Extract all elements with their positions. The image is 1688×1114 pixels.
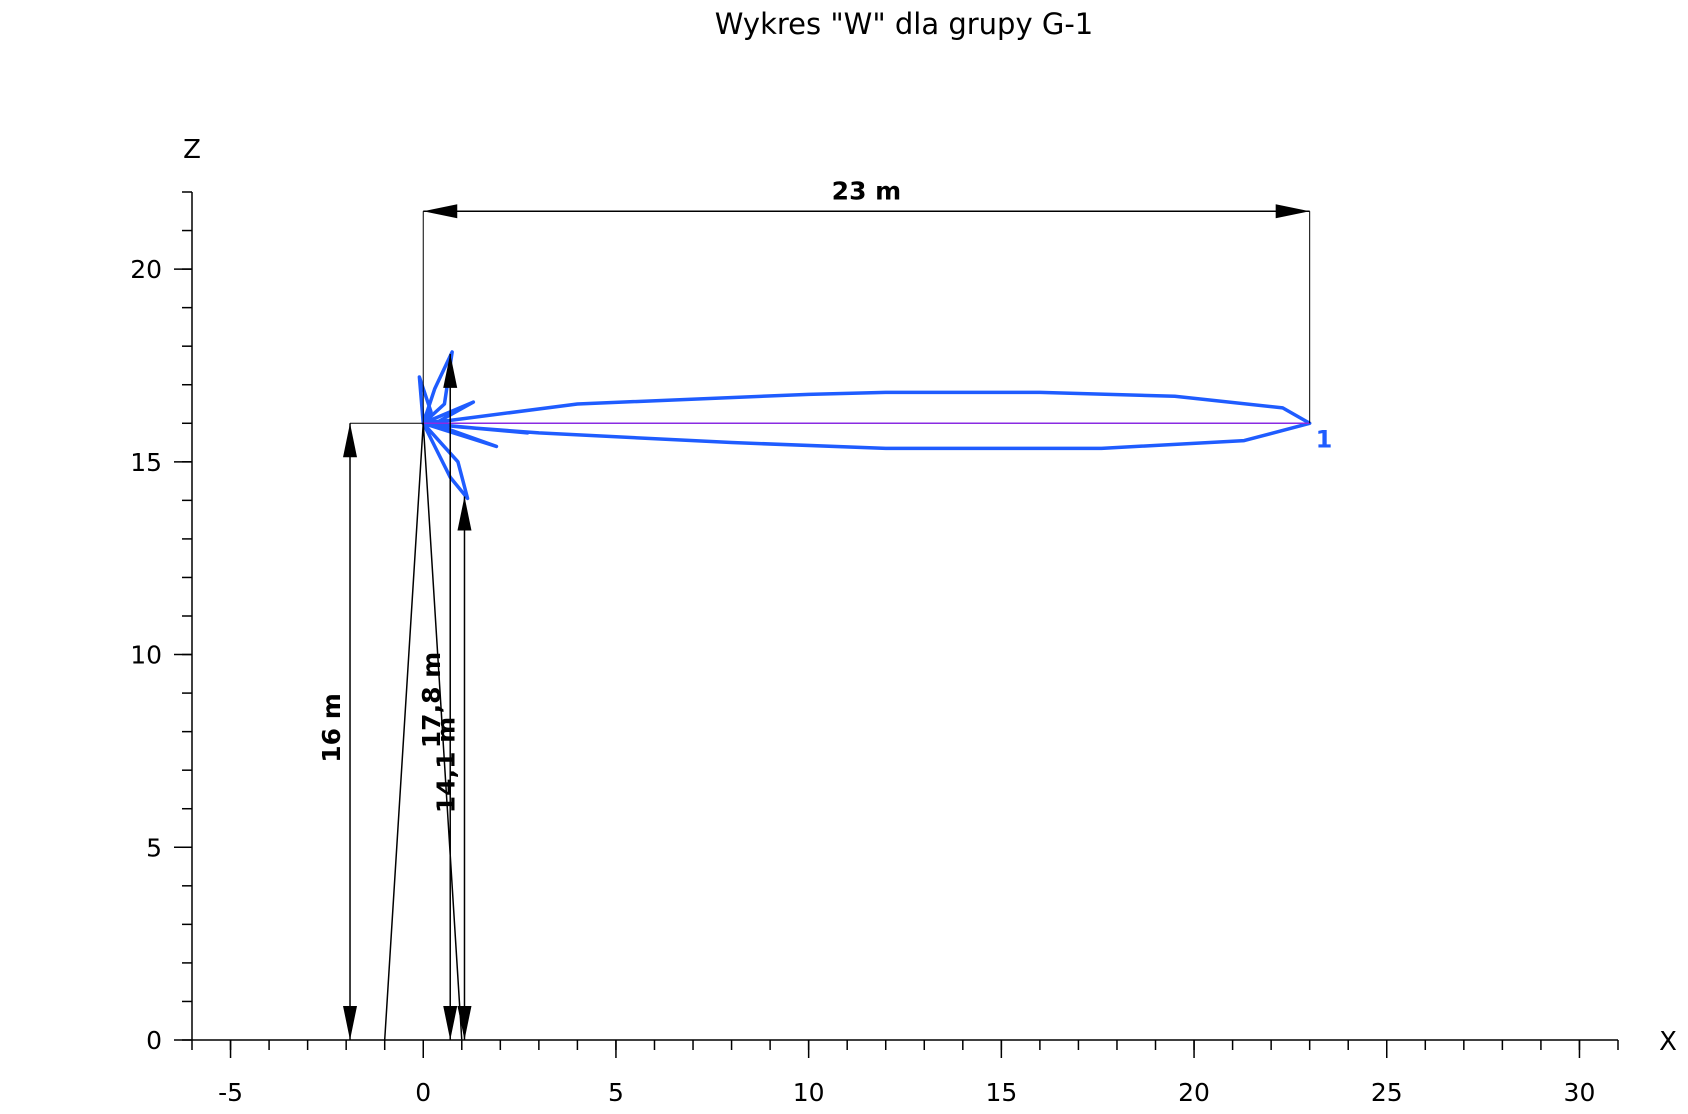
x-tick-label: 20 — [1178, 1078, 1210, 1107]
series-line — [417, 350, 1312, 501]
chart-title: Wykres "W" dla grupy G-1 — [715, 7, 1094, 41]
y-tick-label: 5 — [146, 833, 162, 862]
x-tick-label: 0 — [415, 1078, 431, 1107]
dimension-label: 17,8 m — [417, 652, 446, 748]
dimension-label: 23 m — [832, 176, 902, 205]
y-tick-label: 10 — [130, 641, 162, 670]
x-tick-label: 15 — [985, 1078, 1017, 1107]
arrow-head — [443, 1006, 458, 1040]
arrow-head — [1275, 204, 1310, 219]
arrow-head — [443, 353, 458, 388]
x-axis-label: X — [1659, 1027, 1677, 1057]
point-label: 1 — [1316, 425, 1333, 453]
y-tick-label: 15 — [130, 448, 162, 477]
y-axis-label: Z — [183, 135, 201, 165]
x-tick-label: 25 — [1371, 1078, 1403, 1107]
arrow-head — [343, 423, 358, 458]
dimension-label: 14,1 m — [431, 717, 460, 813]
x-tick-label: 5 — [608, 1078, 624, 1107]
y-tick-label: 0 — [146, 1026, 162, 1055]
arrow-head — [457, 496, 472, 531]
arrow-head — [423, 204, 458, 219]
x-tick-label: 30 — [1564, 1078, 1596, 1107]
dimension-label: 16 m — [317, 693, 346, 763]
y-tick-label: 20 — [130, 255, 162, 284]
arrow-head — [457, 1006, 472, 1040]
x-tick-label: -5 — [218, 1078, 243, 1107]
arrow-head — [343, 1006, 358, 1040]
x-tick-label: 10 — [793, 1078, 825, 1107]
